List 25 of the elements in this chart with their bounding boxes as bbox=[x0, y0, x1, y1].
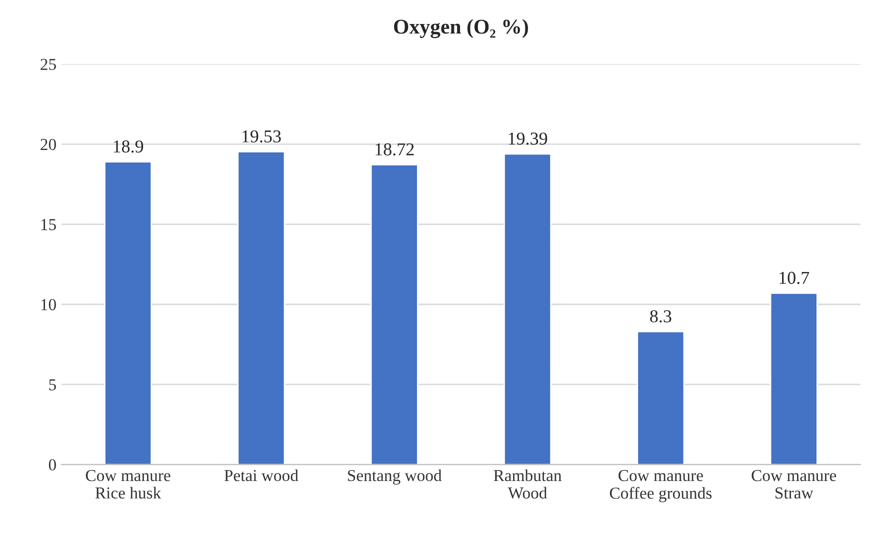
data-label: 18.72 bbox=[376, 143, 414, 156]
data-label: 8.3 bbox=[650, 310, 672, 322]
data-label: 19.53 bbox=[242, 130, 281, 143]
data-label: 18.9 bbox=[114, 140, 144, 153]
y-tick-label: 5 bbox=[49, 379, 56, 390]
bar bbox=[636, 330, 685, 465]
bar bbox=[770, 292, 818, 465]
data-label: 19.39 bbox=[508, 132, 548, 145]
x-tick-label: Cow manure Straw bbox=[752, 470, 836, 499]
bar bbox=[504, 153, 552, 465]
y-tick-label: 10 bbox=[41, 299, 56, 310]
data-label: 10.7 bbox=[780, 272, 810, 284]
y-tick-label: 0 bbox=[48, 459, 56, 471]
x-tick-label: Rambutan Wood bbox=[494, 469, 562, 499]
x-tick-label: Cow manure Rice husk bbox=[86, 470, 170, 499]
x-tick-label: Sentang wood bbox=[348, 469, 442, 485]
chart-title: Oxygen (O₂ %) bbox=[394, 19, 528, 38]
x-tick-label: Petai wood bbox=[224, 469, 298, 482]
y-tick-label: 15 bbox=[41, 219, 56, 230]
bar bbox=[237, 151, 286, 465]
bar bbox=[104, 161, 152, 465]
y-tick-label: 20 bbox=[40, 138, 56, 150]
bar bbox=[370, 164, 418, 465]
x-tick-label: Cow manure Coffee grounds bbox=[610, 470, 712, 502]
y-tick-label: 25 bbox=[40, 58, 56, 70]
